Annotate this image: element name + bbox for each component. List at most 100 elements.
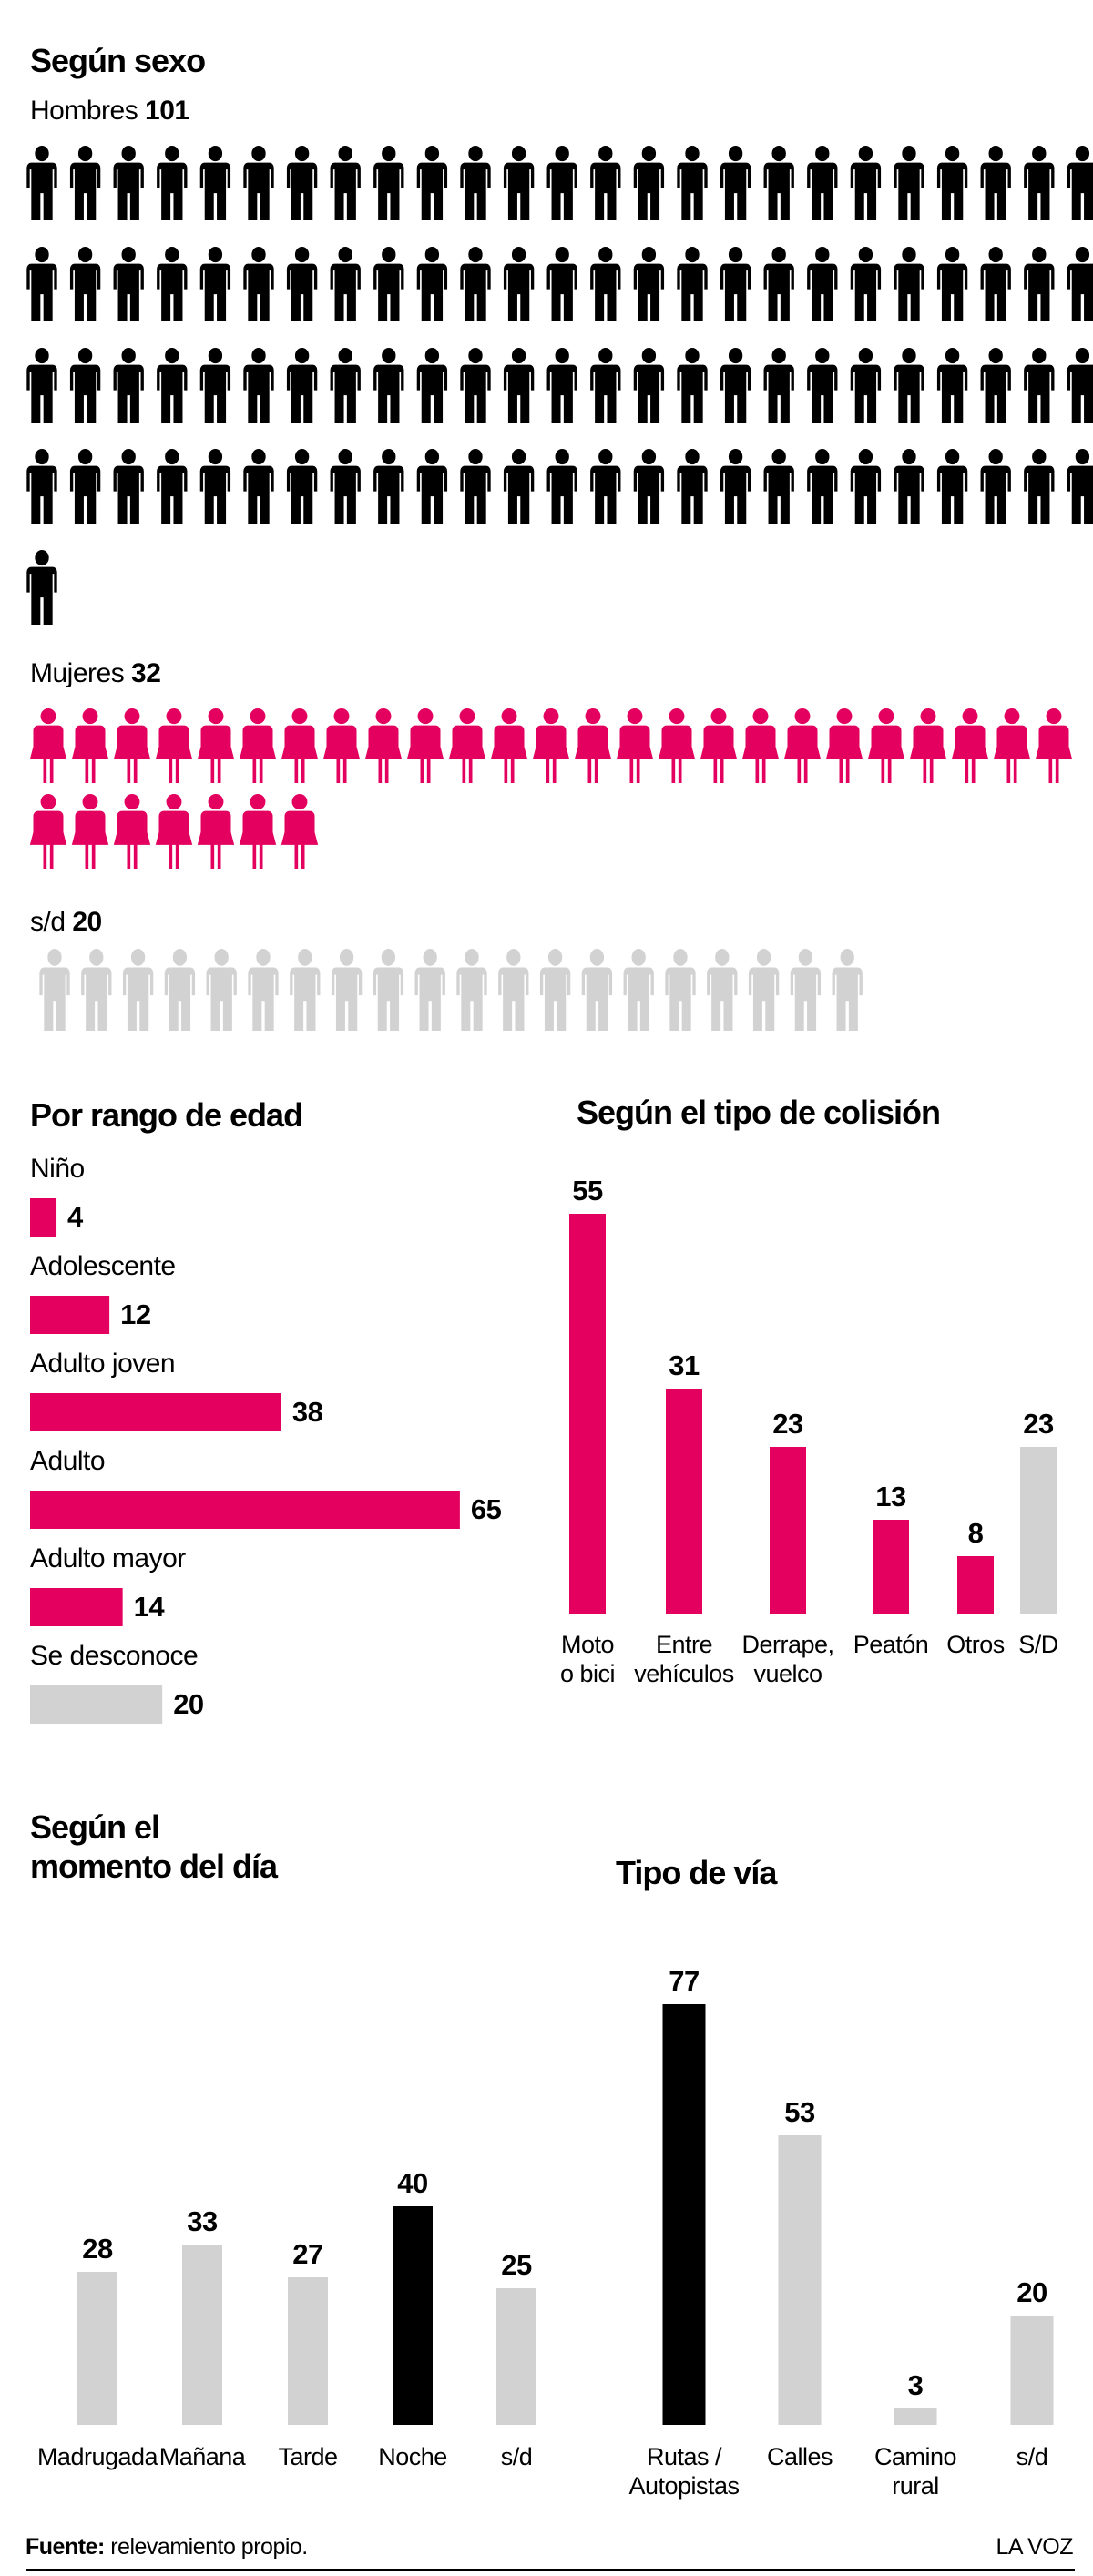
- icon-head: [771, 449, 786, 465]
- icon-body: [850, 364, 882, 423]
- person-icon: [720, 449, 751, 524]
- person-icon: [81, 949, 112, 1031]
- person-icon: [633, 247, 665, 321]
- icon-body: [532, 725, 570, 783]
- icon-body: [1067, 364, 1093, 423]
- value-label: 8: [967, 1517, 984, 1549]
- icon-body: [1024, 465, 1055, 524]
- value-label: 40: [397, 2167, 428, 2199]
- value-label: 27: [292, 2238, 323, 2270]
- icon-body: [416, 162, 448, 220]
- icon-body: [546, 162, 577, 220]
- person-icon: [69, 146, 101, 220]
- person-icon: [980, 348, 1011, 423]
- person-icon: [546, 247, 577, 321]
- icon-body: [460, 364, 491, 423]
- value-label: 14: [133, 1591, 165, 1623]
- value-label: 38: [291, 1396, 323, 1428]
- icon-head: [920, 708, 936, 725]
- person-icon: [936, 247, 968, 321]
- icon-head: [251, 146, 266, 162]
- person-icon: [155, 708, 193, 783]
- icon-head: [1075, 247, 1090, 263]
- source-label: Fuente:: [26, 2534, 105, 2560]
- icon-body: [406, 725, 444, 783]
- icon-head: [598, 146, 613, 162]
- icon-head: [468, 449, 483, 465]
- icon-head: [251, 247, 266, 263]
- icon-body: [322, 725, 361, 783]
- category-label: Peatón: [853, 1631, 929, 1658]
- person-icon: [460, 449, 491, 524]
- person-icon: [330, 247, 361, 321]
- icon-head: [878, 708, 894, 725]
- person-icon: [364, 708, 403, 783]
- icon-head: [988, 449, 1003, 465]
- value-label: 55: [572, 1175, 603, 1207]
- person-icon: [330, 146, 361, 220]
- person-icon: [26, 247, 57, 321]
- icon-body: [503, 263, 535, 321]
- person-icon: [763, 449, 794, 524]
- value-label: 23: [772, 1408, 803, 1440]
- icon-body: [113, 162, 144, 220]
- value-label: 53: [784, 2096, 815, 2128]
- icon-head: [417, 708, 434, 725]
- person-icon: [867, 708, 905, 783]
- icon-body: [416, 364, 448, 423]
- icon-body: [330, 364, 361, 423]
- person-icon: [658, 708, 696, 783]
- icon-body: [69, 162, 101, 220]
- icon-body: [894, 162, 924, 220]
- icon-head: [1075, 449, 1090, 465]
- person-icon: [546, 449, 577, 524]
- icon-body: [239, 725, 277, 783]
- person-icon: [1067, 449, 1093, 524]
- icon-body: [980, 263, 1011, 321]
- person-icon: [936, 146, 968, 220]
- person-icon: [113, 247, 144, 321]
- icon-body: [633, 162, 665, 220]
- category-label: Se desconoce: [30, 1641, 199, 1671]
- bar: [30, 1588, 123, 1626]
- person-icon: [677, 449, 708, 524]
- icon-head: [598, 348, 613, 364]
- person-icon: [71, 794, 109, 869]
- bar: [1020, 1447, 1057, 1614]
- person-icon: [783, 708, 822, 783]
- icon-body: [894, 465, 924, 524]
- icon-head: [35, 348, 49, 364]
- icon-head: [165, 449, 179, 465]
- person-icon: [590, 348, 621, 423]
- icon-body: [157, 465, 188, 524]
- icon-body: [460, 263, 491, 321]
- icon-head: [208, 449, 223, 465]
- series-name: s/d: [30, 907, 66, 937]
- icon-head: [121, 348, 136, 364]
- icon-head: [555, 449, 569, 465]
- icon-body: [807, 364, 838, 423]
- category-label: Calles: [766, 2443, 833, 2470]
- chart-title: Según el momento del día: [30, 1808, 278, 1886]
- icon-head: [35, 146, 49, 162]
- icon-head: [798, 949, 813, 966]
- icon-head: [511, 146, 526, 162]
- icon-body: [503, 465, 535, 524]
- icon-body: [416, 465, 448, 524]
- person-icon: [980, 247, 1011, 321]
- person-icon: [807, 348, 838, 423]
- icon-body: [69, 364, 101, 423]
- icon-head: [794, 708, 811, 725]
- person-icon: [69, 247, 101, 321]
- icon-head: [77, 348, 93, 364]
- icon-head: [423, 949, 437, 966]
- icon-body: [832, 967, 863, 1031]
- person-icon: [331, 949, 363, 1031]
- icon-body: [164, 967, 196, 1031]
- value-label: 33: [187, 2205, 218, 2237]
- bar: [30, 1198, 57, 1237]
- person-icon: [633, 146, 665, 220]
- category-label: Entre vehículos: [634, 1631, 734, 1688]
- person-icon: [498, 949, 529, 1031]
- icon-head: [338, 146, 352, 162]
